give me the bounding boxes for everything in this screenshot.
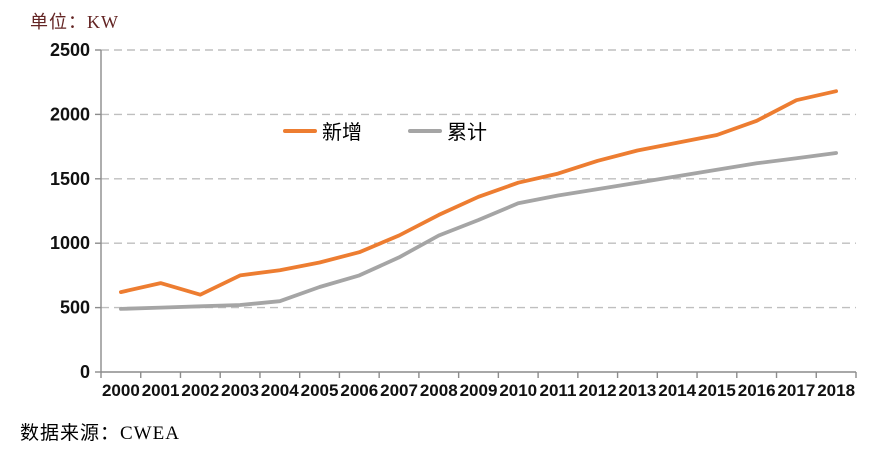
source-label: 数据来源：CWEA xyxy=(20,423,180,444)
svg-text:0: 0 xyxy=(80,362,90,382)
svg-text:1000: 1000 xyxy=(50,233,90,253)
svg-text:2017: 2017 xyxy=(777,381,815,400)
chart-legend: 新增 累计 xyxy=(283,116,487,145)
svg-text:2018: 2018 xyxy=(817,381,855,400)
svg-text:2001: 2001 xyxy=(142,381,180,400)
svg-text:500: 500 xyxy=(60,298,90,318)
svg-text:2009: 2009 xyxy=(460,381,498,400)
svg-text:2000: 2000 xyxy=(102,381,140,400)
svg-text:2013: 2013 xyxy=(619,381,657,400)
svg-text:1500: 1500 xyxy=(50,169,90,189)
legend-label-cumulative: 累计 xyxy=(447,122,487,144)
svg-text:2010: 2010 xyxy=(499,381,537,400)
svg-text:2004: 2004 xyxy=(261,381,299,400)
legend-swatch-cumulative-icon xyxy=(408,128,442,133)
svg-text:2002: 2002 xyxy=(181,381,219,400)
svg-text:2015: 2015 xyxy=(698,381,736,400)
svg-text:2007: 2007 xyxy=(380,381,418,400)
svg-text:2012: 2012 xyxy=(579,381,617,400)
legend-item-cumulative: 累计 xyxy=(408,116,487,145)
legend-label-new: 新增 xyxy=(322,122,362,144)
svg-text:2500: 2500 xyxy=(50,40,90,60)
svg-text:2000: 2000 xyxy=(50,104,90,124)
svg-text:2011: 2011 xyxy=(540,381,577,400)
unit-label: 单位：KW xyxy=(30,12,119,32)
svg-text:2006: 2006 xyxy=(340,381,378,400)
svg-text:2008: 2008 xyxy=(420,381,458,400)
svg-text:2014: 2014 xyxy=(658,381,696,400)
legend-item-new: 新增 xyxy=(283,116,362,145)
svg-text:2016: 2016 xyxy=(738,381,776,400)
legend-swatch-new-icon xyxy=(283,128,317,133)
svg-text:2003: 2003 xyxy=(221,381,259,400)
svg-text:2005: 2005 xyxy=(301,381,339,400)
